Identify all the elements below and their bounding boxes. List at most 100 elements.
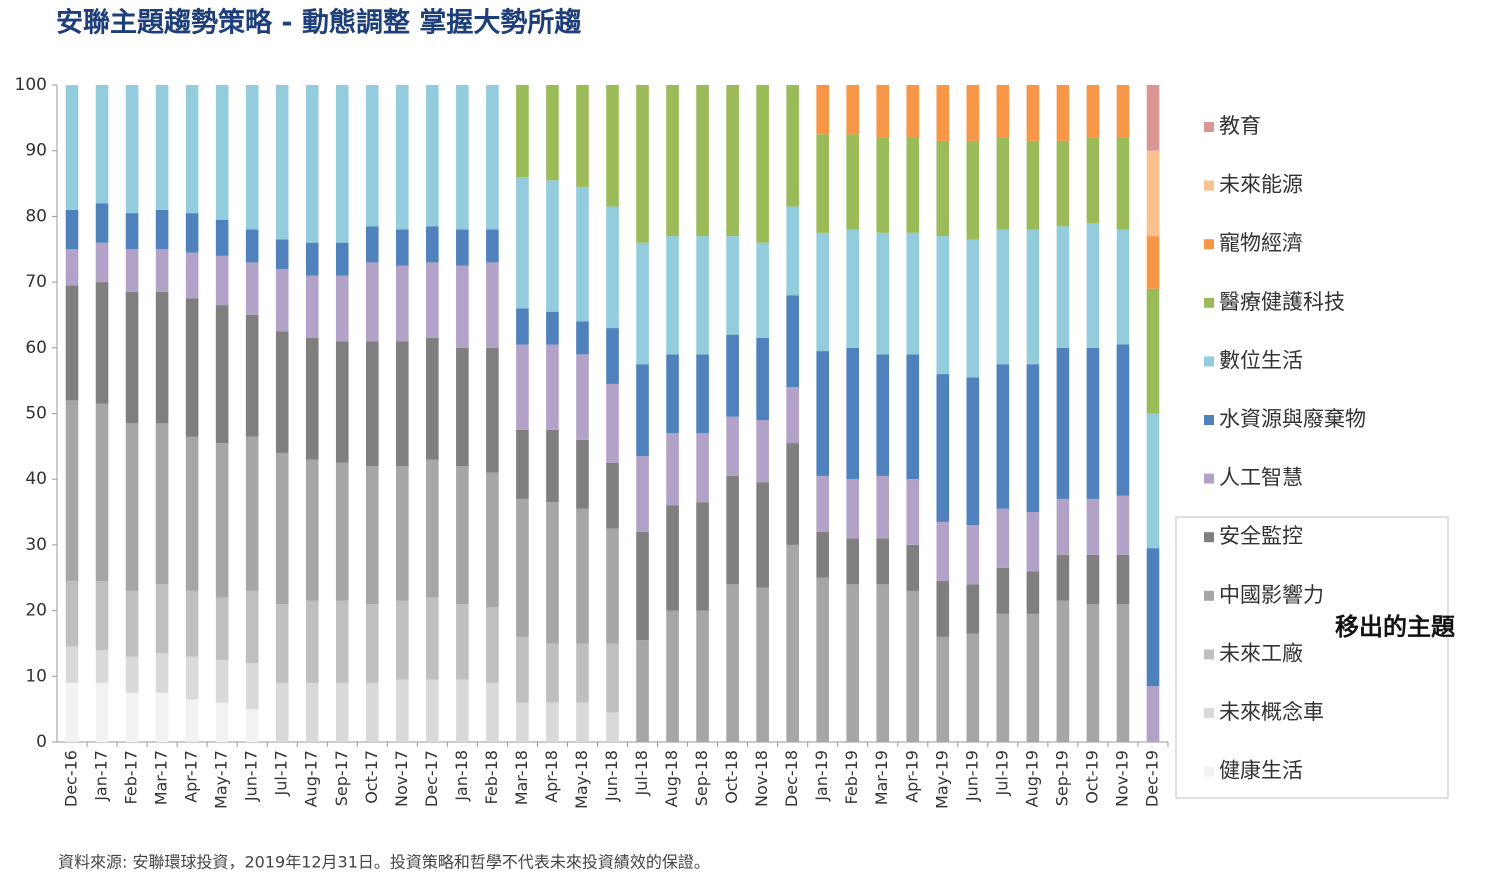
bar-segment [846,134,860,230]
bar-segment [365,262,379,342]
bar-segment [966,633,980,742]
bar-segment [846,479,860,539]
bar-segment [95,242,109,283]
x-tick-label: Oct-19 [1082,750,1101,804]
bar-segment [1026,512,1040,572]
bar-segment [486,682,499,742]
bar-segment [786,387,799,444]
bar-segment [426,337,439,460]
x-tick-label: Aug-17 [302,750,321,807]
bar-segment [816,577,829,742]
y-tick-label: 0 [36,732,47,752]
bar-segment [305,242,319,276]
bar-segment [906,137,920,233]
bar-segment [185,590,199,657]
bar-segment [816,232,829,352]
legend-label: 教育 [1219,114,1261,138]
x-tick-label: Jun-18 [602,750,621,802]
bar-segment [396,85,409,230]
bar-segment [996,508,1010,568]
bar-segment [125,291,139,424]
bar-segment [215,255,229,306]
bar-segment [606,643,619,713]
bar-segment [996,229,1010,365]
x-tick-label: Sep-17 [332,750,351,806]
bar-segment [966,85,980,141]
x-tick-label: Apr-19 [902,750,921,803]
bar-segment [65,209,79,250]
bar-segment [786,206,799,296]
bar-segment [1056,140,1070,227]
bar-segment [546,311,559,345]
bar-segment [636,242,649,365]
annotation: 移出的主題 [1335,613,1456,641]
bar-segment [1146,413,1160,549]
bar-segment [426,85,439,227]
bar-segment [335,275,349,342]
bar-segment [1056,226,1070,348]
bar-segment [516,636,529,703]
bar-segment [516,498,529,637]
bar-segment [245,436,259,591]
bar-segment [576,186,589,322]
x-tick-label: Dec-16 [62,750,81,807]
bar-segment [696,502,709,611]
bar-segment [396,466,409,601]
legend-swatch [1204,297,1214,308]
x-tick-label: Sep-19 [1052,750,1071,806]
bar-segment [1026,571,1040,614]
bar-segment [1116,229,1130,345]
bar-segment [816,134,829,233]
bar-segment [1056,600,1070,742]
bar-segment [456,347,469,467]
bar-segment [576,508,589,644]
bar-segment [816,351,829,476]
bar-segment [816,475,829,532]
bar-segment [996,613,1010,742]
bar-segment [606,85,619,207]
bar-segment [245,229,259,263]
bar-segment [606,528,619,644]
bar-segment [696,433,709,503]
bar-segment [426,597,439,680]
bar-segment [396,229,409,266]
bar-segment [275,239,289,269]
x-tick-label: Feb-18 [482,750,501,804]
x-tick-label: Mar-19 [872,750,891,805]
bar-segment [335,85,349,243]
bar-segment [155,423,169,585]
bar-segment [95,282,109,404]
x-tick-label: May-19 [932,750,951,809]
bar-segment [1086,604,1100,742]
bar-segment [1116,344,1130,496]
bar-segment [996,364,1010,509]
bar-segment [155,209,169,250]
bar-segment [215,659,229,703]
bar-segment [726,416,739,476]
bar-segment [876,584,890,742]
x-tick-label: Oct-17 [362,750,381,804]
y-tick-label: 60 [25,338,47,358]
bar-segment [305,682,319,742]
source-note: 資料來源: 安聯環球投資，2019年12月31日。投資策略和哲學不代表未來投資績… [58,853,710,872]
y-tick-label: 10 [25,666,47,686]
bar-segment [396,265,409,342]
bar-segment [516,308,529,345]
bar-segment [756,242,769,338]
bar-segment [245,709,259,742]
bar-segment [876,232,890,355]
bar-segment [215,597,229,660]
bar-segment [756,482,769,588]
legend-label: 醫療健護科技 [1219,290,1345,314]
bar-segment [666,433,679,506]
bar-segment [65,581,79,647]
x-tick-label: Aug-19 [1022,750,1041,807]
bar-segment [996,85,1010,138]
legend-swatch [1204,239,1214,250]
bar-segment [786,443,799,545]
bar-segment [546,344,559,430]
bar-segment [606,712,619,742]
bar-segment [486,85,499,230]
chart-title: 安聯主題趨勢策略 - 動態調整 掌握大勢所趨 [56,7,581,39]
